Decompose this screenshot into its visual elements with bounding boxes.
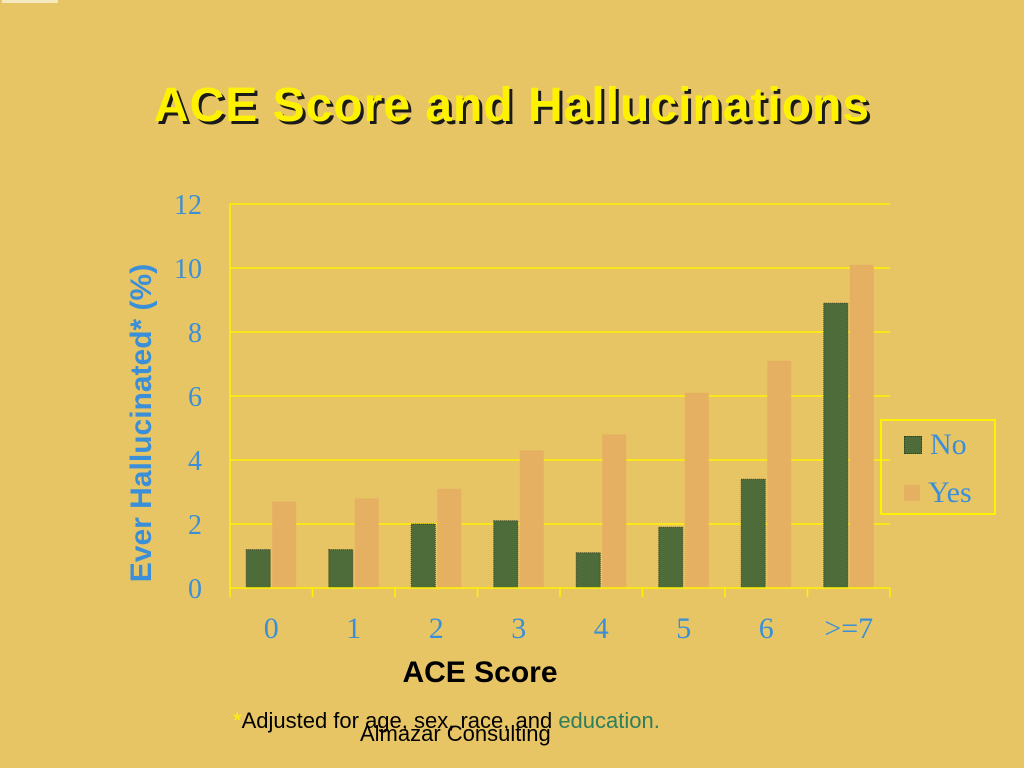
- y-tick-label: 12: [174, 190, 202, 221]
- footnote-text: Adjusted for age, sex, race, and: [241, 708, 559, 733]
- axes: [229, 204, 891, 597]
- legend-label-yes: Yes: [928, 476, 972, 509]
- x-tick-label: 3: [511, 612, 526, 645]
- bar-no: [493, 520, 519, 589]
- y-tick-label: 8: [188, 318, 202, 349]
- bar-yes: [437, 488, 462, 588]
- footnote-star: *: [233, 708, 242, 733]
- y-tick-label: 10: [174, 254, 202, 285]
- bar-no: [658, 526, 684, 589]
- bar-no: [328, 549, 354, 589]
- x-tick-label: 0: [264, 612, 279, 645]
- bar-no: [410, 523, 436, 589]
- bars: [245, 264, 874, 589]
- bar-yes: [684, 392, 709, 588]
- footnote-education: education.: [558, 708, 660, 733]
- bar-yes: [272, 501, 297, 588]
- legend-label-no: No: [930, 428, 967, 461]
- y-tick-label: 0: [188, 574, 202, 605]
- corner-mark: [2, 0, 58, 3]
- bar-no: [575, 552, 601, 589]
- footnote: *Adjusted for age, sex, race, and educat…: [233, 708, 660, 734]
- x-tick-label: 1: [346, 612, 361, 645]
- y-tick-label: 4: [188, 446, 202, 477]
- bar-yes: [767, 360, 792, 588]
- bar-yes: [354, 498, 379, 588]
- bar-yes: [849, 264, 874, 588]
- bar-no: [823, 302, 849, 589]
- x-tick-label: 6: [759, 612, 774, 645]
- x-tick-label: >=7: [824, 612, 873, 645]
- page-title: ACE Score and Hallucinations: [153, 79, 871, 132]
- legend-swatch-no: [904, 436, 922, 454]
- y-axis-label: Ever Hallucinated* (%): [125, 264, 158, 582]
- x-tick-label: 5: [676, 612, 691, 645]
- bar-yes: [519, 450, 544, 588]
- bar-no: [740, 478, 766, 589]
- x-tick-labels: 0 1 2 3 4 5 6 >=7: [264, 612, 873, 645]
- x-tick-label: 4: [594, 612, 609, 645]
- x-tick-label: 2: [429, 612, 444, 645]
- legend-item-no: No: [904, 428, 967, 461]
- legend: No Yes: [880, 419, 996, 515]
- y-tick-label: 6: [188, 382, 202, 413]
- credit-text: Almazar Consulting: [360, 721, 551, 746]
- y-tick-labels: 0 2 4 6 8 10 12: [174, 190, 202, 605]
- legend-item-yes: Yes: [904, 476, 972, 509]
- bar-no: [245, 549, 271, 589]
- legend-swatch-yes: [904, 485, 920, 501]
- bar-yes: [602, 434, 627, 588]
- y-tick-label: 2: [188, 510, 202, 541]
- x-axis-label: ACE Score: [402, 656, 558, 689]
